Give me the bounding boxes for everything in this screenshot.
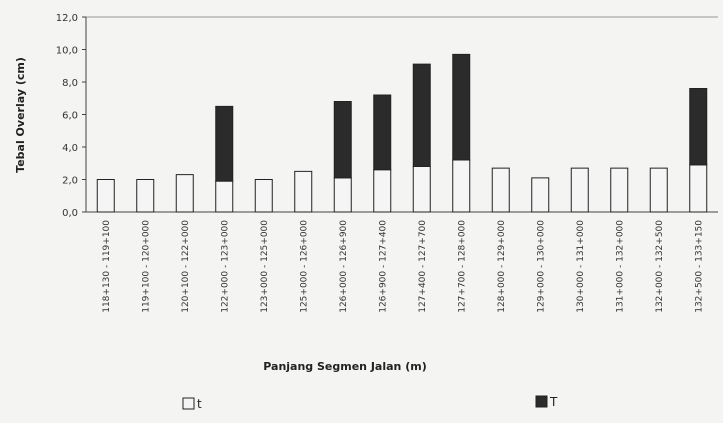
bar-t-3: [215, 180, 234, 213]
bar-T-3: [215, 105, 234, 182]
bar-t-13: [610, 167, 629, 213]
y-axis-ticks: 0,0 2,0 4,0 6,0 8,0 10,0 12,0: [56, 13, 86, 219]
x-tick-label: 130+000 - 131+000: [576, 220, 586, 313]
bar-T-15: [689, 88, 708, 166]
x-tick-label: 120+100 - 122+000: [181, 220, 191, 313]
x-axis-title: Panjang Segmen Jalan (m): [263, 360, 426, 373]
x-tick-label: 127+700 - 128+000: [457, 220, 467, 313]
x-tick-label: 131+000 - 132+000: [615, 220, 625, 313]
bar-t-1: [136, 179, 155, 213]
x-tick-label: 128+000 - 129+000: [497, 220, 507, 313]
y-tick-label: 8,0: [62, 78, 78, 89]
y-tick-label: 2,0: [62, 176, 78, 187]
bar-t-5: [294, 170, 313, 213]
y-tick-label: 10,0: [56, 46, 78, 57]
legend-label-t: t: [197, 397, 202, 411]
y-tick-label: 0,0: [62, 208, 78, 219]
x-tick-label: 126+900 - 127+400: [378, 220, 388, 313]
x-tick-label: 125+000 - 126+000: [299, 220, 309, 313]
bar-T-6: [333, 101, 352, 179]
x-tick-label: 126+000 - 126+900: [339, 220, 349, 313]
bar-t-7: [373, 169, 392, 213]
bar-t-0: [96, 179, 115, 213]
bar-t-9: [452, 159, 471, 213]
x-tick-label: 127+400 - 127+700: [418, 220, 428, 313]
y-axis-title: Tebal Overlay (cm): [14, 57, 27, 173]
x-tick-label: 123+000 - 125+000: [260, 220, 270, 313]
x-tick-label: 118+130 - 119+100: [102, 220, 112, 313]
x-tick-label: 132+000 - 132+500: [655, 220, 665, 313]
x-tick-label: 119+100 - 120+000: [141, 220, 151, 313]
legend-label-T: T: [549, 395, 558, 409]
bar-T-8: [412, 63, 431, 167]
bar-t-14: [649, 167, 668, 213]
y-tick-label: 4,0: [62, 143, 78, 154]
y-tick-label: 12,0: [56, 13, 78, 24]
y-tick-label: 6,0: [62, 111, 78, 122]
bars-layer: [96, 53, 708, 213]
bar-t-8: [412, 166, 431, 213]
bar-t-4: [254, 179, 273, 213]
x-axis-ticks: 118+130 - 119+100 119+100 - 120+000 120+10…: [102, 220, 705, 313]
bar-t-15: [689, 164, 708, 213]
bar-t-12: [570, 167, 589, 213]
bar-t-2: [175, 174, 194, 213]
legend-swatch-T: [535, 395, 548, 408]
x-tick-label: 129+000 - 130+000: [536, 220, 546, 313]
x-tick-label: 132+500 - 133+150: [694, 220, 704, 313]
bar-T-7: [373, 94, 392, 171]
bar-t-10: [491, 167, 510, 213]
bar-t-6: [333, 177, 352, 213]
x-tick-label: 122+000 - 123+000: [220, 220, 230, 313]
bar-T-9: [452, 53, 471, 161]
bar-t-11: [531, 177, 550, 213]
legend-swatch-t: [182, 397, 195, 410]
